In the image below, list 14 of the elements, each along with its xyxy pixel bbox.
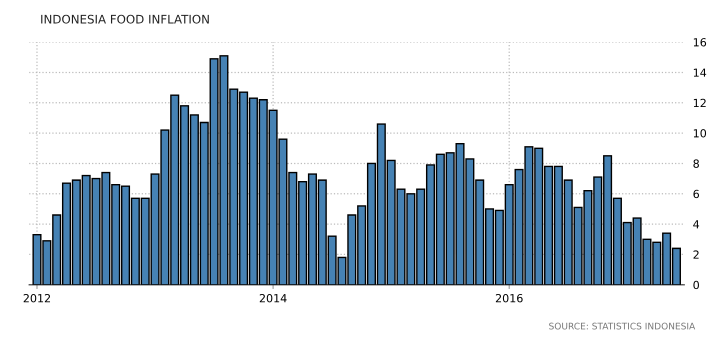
y-tick-label: 8	[693, 159, 699, 168]
y-tick-label: 0	[693, 280, 699, 290]
y-tick-label: 6	[693, 190, 700, 198]
y-tick-label: 2	[693, 250, 699, 259]
x-tick-label: 2012	[24, 294, 50, 302]
source-note: SOURCE: STATISTICS INDONESIA	[549, 322, 696, 330]
x-tick-label: 2014	[260, 294, 287, 302]
chart-title: INDONESIA FOOD INFLATION	[41, 14, 209, 24]
y-tick-label: 4	[693, 220, 700, 228]
y-tick-label: 16	[694, 38, 706, 47]
y-tick-label: 10	[694, 129, 706, 138]
y-tick-label: 12	[694, 98, 706, 108]
x-tick-label: 2016	[496, 294, 523, 302]
y-tick-label: 14	[694, 68, 706, 77]
